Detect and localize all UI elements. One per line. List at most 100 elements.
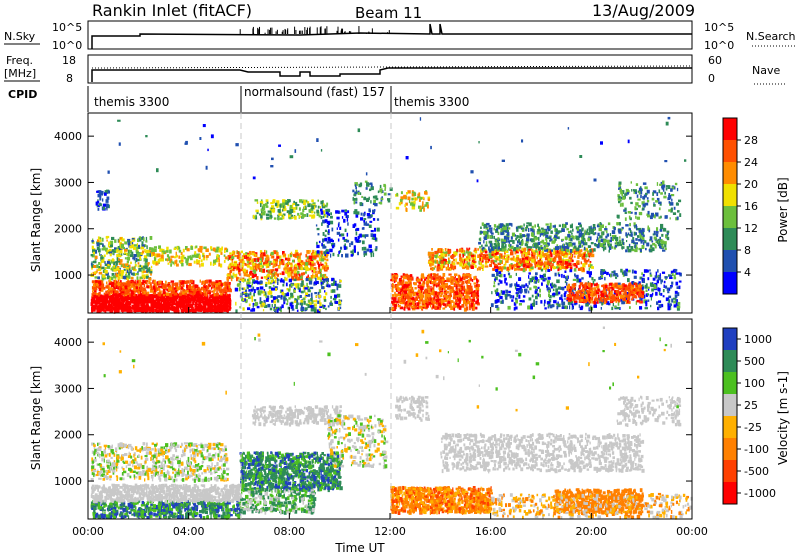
range-cell	[372, 195, 375, 199]
range-cell	[483, 248, 487, 253]
range-cell	[448, 257, 450, 260]
range-cell	[566, 253, 569, 256]
range-cell	[538, 262, 540, 266]
range-cell	[296, 272, 298, 277]
range-cell	[124, 263, 129, 266]
range-cell	[292, 202, 296, 206]
range-cell	[298, 288, 301, 292]
range-cell	[535, 261, 537, 264]
range-cell	[102, 198, 104, 202]
range-cell	[438, 307, 441, 310]
range-cell	[282, 199, 286, 203]
range-cell	[108, 294, 113, 298]
range-cell	[142, 274, 146, 278]
range-cell	[202, 299, 204, 304]
range-cell	[99, 252, 101, 256]
range-cell	[201, 307, 204, 311]
range-cell	[94, 295, 96, 299]
range-cell	[160, 285, 163, 288]
range-cell	[465, 303, 467, 307]
range-cell	[452, 277, 456, 281]
range-cell	[195, 245, 198, 248]
range-cell	[227, 257, 229, 261]
range-cell	[113, 307, 117, 312]
range-cell	[134, 279, 136, 282]
range-cell	[437, 282, 441, 287]
range-cell	[309, 305, 313, 308]
range-cell	[438, 278, 442, 283]
range-cell	[253, 292, 255, 297]
range-cell	[306, 282, 308, 287]
range-cell	[443, 279, 447, 283]
range-cell	[271, 303, 273, 308]
range-cell	[332, 289, 336, 293]
range-cell	[242, 260, 245, 265]
range-cell	[107, 303, 110, 307]
range-cell	[96, 309, 99, 313]
range-cell	[495, 251, 499, 255]
range-cell	[188, 300, 192, 304]
range-cell	[392, 284, 395, 289]
range-cell	[579, 253, 583, 257]
range-cell	[370, 252, 372, 255]
range-cell	[297, 277, 300, 280]
range-cell	[274, 202, 278, 207]
range-cell	[152, 260, 156, 264]
range-cell	[125, 266, 129, 271]
range-cell	[368, 208, 371, 212]
range-cell	[116, 267, 120, 271]
range-cell	[212, 263, 215, 266]
range-cell	[138, 291, 140, 295]
range-cell	[246, 254, 251, 257]
range-cell	[270, 279, 274, 283]
range-cell	[135, 308, 139, 313]
range-cell	[395, 206, 400, 210]
range-cell	[432, 275, 436, 280]
range-cell	[430, 258, 434, 262]
range-cell	[148, 277, 152, 281]
range-cell	[433, 306, 437, 310]
range-cell	[322, 232, 325, 236]
range-cell	[241, 287, 244, 290]
range-cell	[118, 292, 122, 296]
range-cell	[266, 250, 268, 254]
range-cell	[466, 261, 468, 265]
range-cell	[338, 306, 342, 310]
range-cell	[516, 262, 519, 266]
range-cell	[199, 245, 203, 250]
range-cell	[174, 290, 178, 293]
range-cell	[242, 307, 245, 311]
range-cell	[127, 240, 130, 243]
range-cell	[113, 275, 117, 279]
range-cell	[311, 210, 313, 214]
range-cell	[432, 287, 435, 290]
range-cell	[584, 262, 588, 265]
range-cell	[140, 309, 143, 313]
range-cell	[286, 302, 289, 306]
range-cell	[303, 205, 306, 209]
range-cell	[570, 265, 573, 269]
range-cell	[411, 205, 416, 210]
range-cell	[313, 306, 317, 311]
range-cell	[257, 290, 260, 295]
range-cell	[96, 241, 100, 245]
range-cell	[434, 260, 437, 264]
range-cell	[121, 289, 125, 293]
range-cell	[227, 254, 230, 257]
range-cell	[101, 190, 104, 195]
range-cell	[297, 295, 300, 300]
range-cell	[552, 263, 554, 266]
range-cell	[568, 251, 570, 256]
range-cell	[105, 290, 108, 295]
range-cell	[105, 199, 109, 203]
range-cell	[402, 298, 406, 303]
range-cell	[126, 280, 131, 285]
range-cell	[531, 248, 534, 252]
range-cell	[279, 261, 282, 265]
range-cell	[433, 284, 436, 287]
range-cell	[445, 254, 447, 257]
range-cell	[177, 301, 181, 305]
range-cell	[338, 211, 341, 214]
range-cell	[298, 261, 301, 265]
range-cell	[91, 240, 94, 243]
